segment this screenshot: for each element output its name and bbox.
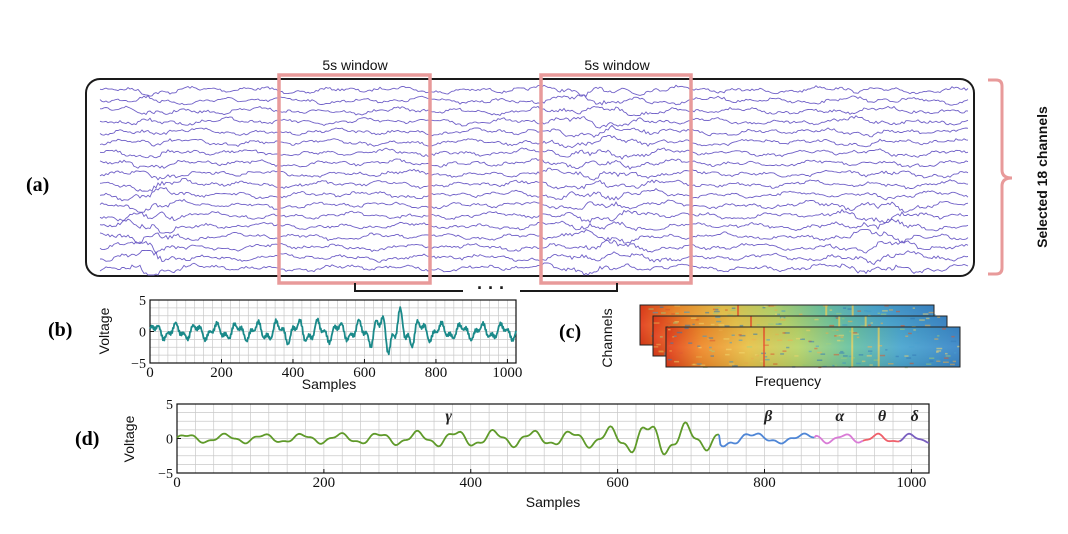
signal-trace [813,433,864,445]
y-tick-label: −5 [158,467,173,482]
y-tick-label: 5 [166,398,173,413]
signal-trace [176,421,719,456]
eeg-channel-trace [100,105,969,117]
x-tick-label: 800 [425,365,448,381]
window-label-1: 5s window [322,57,388,73]
eeg-channel-trace [99,134,969,149]
eeg-channel-trace [99,94,969,106]
plot-d-ylabel: Voltage [121,415,137,462]
x-tick-label: 600 [606,475,629,491]
eeg-channel-trace [99,167,969,181]
spectrogram-ylabel: Channels [599,308,615,367]
x-tick-label: 0 [146,365,154,381]
signal-trace [862,432,900,443]
x-tick-label: 1000 [896,475,926,491]
plot-b-ylabel: Voltage [96,307,112,354]
x-tick-label: 400 [460,475,483,491]
spectrogram-stack [639,304,961,369]
eeg-channel-trace [99,239,969,255]
plot-d-xlabel: Samples [526,494,580,510]
window-bracket-left [354,283,463,292]
eeg-channel-trace [99,84,969,98]
x-tick-label: 400 [282,365,305,381]
x-tick-label: 800 [753,475,776,491]
band-label: γ [445,408,452,425]
x-tick-label: 0 [173,475,181,491]
y-tick-label: −5 [131,357,146,372]
eeg-channel-trace [99,147,969,160]
window-label-2: 5s window [584,57,650,73]
eeg-channel-trace [99,157,969,170]
band-label: β [763,408,773,425]
spectrogram-layer [665,326,961,369]
eeg-channel-trace [99,115,969,129]
panel-d-label: (d) [75,428,99,450]
eeg-channel-trace [99,124,969,138]
eeg-channel-trace [99,250,969,266]
x-tick-label: 600 [353,365,376,381]
panel-a-label: (a) [26,174,49,196]
eeg-channel-trace [99,178,969,192]
band-label: δ [911,408,919,425]
eeg-channel-trace [99,262,969,276]
window-bracket-right [520,283,618,292]
eeg-channel-trace [99,208,969,224]
eeg-traces [99,84,969,276]
plot-b: 0 200 400 600 800 1000−505 [131,294,522,381]
y-tick-label: 0 [166,433,173,448]
eeg-channel-trace [99,187,969,202]
spectrogram-xlabel: Frequency [755,373,821,389]
channels-brace [988,78,1013,276]
spectrogram-frame [665,326,961,368]
band-label: θ [878,408,887,425]
x-tick-label: 200 [210,365,233,381]
eeg-channels-frame [85,78,975,277]
panel-b-label: (b) [48,319,72,341]
band-label: α [835,408,845,425]
y-tick-label: 5 [139,294,146,309]
signal-trace [899,432,930,444]
signal-trace [149,306,517,356]
x-tick-label: 200 [313,475,336,491]
plot-b-xlabel: Samples [302,376,356,392]
signal-trace [718,432,815,448]
x-tick-label: 1000 [492,365,522,381]
eeg-channel-trace [99,218,969,234]
y-tick-label: 0 [139,326,146,341]
eeg-channel-trace [99,198,969,213]
channels-brace-label: Selected 18 channels [1034,106,1050,248]
eeg-channel-trace [99,229,969,245]
panel-c-label: (c) [559,321,581,343]
window-ellipsis: · · · [477,278,505,298]
